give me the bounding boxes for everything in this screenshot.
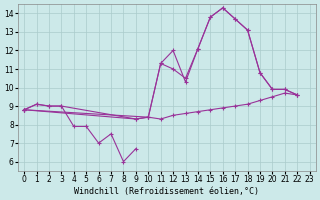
X-axis label: Windchill (Refroidissement éolien,°C): Windchill (Refroidissement éolien,°C) (74, 187, 260, 196)
